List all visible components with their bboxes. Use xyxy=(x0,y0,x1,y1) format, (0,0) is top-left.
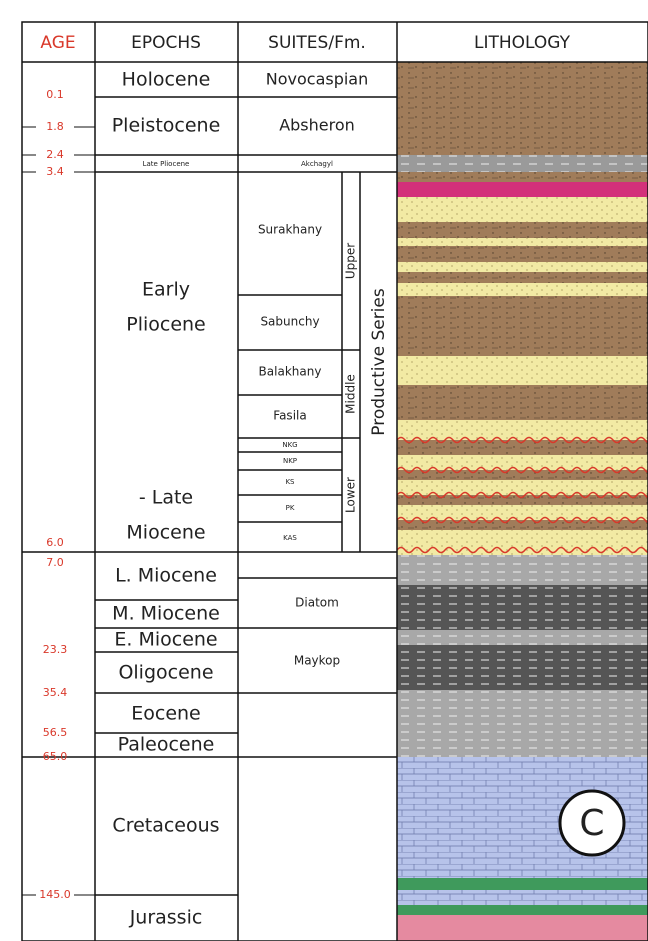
suite-label: Fasila xyxy=(273,409,306,423)
age-label: 6.0 xyxy=(46,536,64,549)
stratigraphic-column: AGE EPOCHS SUITES/Fm. LITHOLOGY 0.1 1.8 2.… xyxy=(0,0,648,941)
lithology-layer xyxy=(397,878,648,890)
lithology-texture xyxy=(397,385,648,420)
suite-label: Surakhany xyxy=(258,223,322,237)
age-label: 145.0 xyxy=(39,888,71,901)
lithology-layer xyxy=(397,915,648,941)
lithology-texture xyxy=(397,283,648,296)
epoch-label: M. Miocene xyxy=(112,603,220,625)
suite-label: Akchagyl xyxy=(301,160,333,168)
lithology-texture xyxy=(397,197,648,222)
epoch-label: Paleocene xyxy=(118,734,215,756)
suite-label: Novocaspian xyxy=(266,70,369,89)
epoch-label: Pleistocene xyxy=(112,115,221,137)
header-suites: SUITES/Fm. xyxy=(268,33,366,53)
lithology-texture xyxy=(397,296,648,356)
lithology-texture xyxy=(397,645,648,690)
suite-label: KS xyxy=(285,478,295,486)
epoch-label: Miocene xyxy=(126,522,205,544)
epoch-label: - Late xyxy=(139,487,193,509)
lithology-texture xyxy=(397,262,648,272)
epoch-label: Holocene xyxy=(122,69,211,91)
epoch-label: Jurassic xyxy=(129,907,203,929)
epoch-label: L. Miocene xyxy=(115,565,217,587)
header-epochs: EPOCHS xyxy=(131,33,201,53)
lithology-texture xyxy=(397,222,648,238)
age-label: 65.0 xyxy=(43,750,68,763)
lithology-texture xyxy=(397,62,648,155)
lithology-texture xyxy=(397,356,648,385)
age-label: 2.4 xyxy=(46,148,64,161)
lithology-texture xyxy=(397,272,648,283)
suite-label: Sabunchy xyxy=(260,315,319,329)
header-age: AGE xyxy=(40,33,75,53)
epoch-label: Oligocene xyxy=(118,662,213,684)
suite-label: PK xyxy=(286,504,295,512)
age-label: 1.8 xyxy=(46,120,64,133)
lithology-layer xyxy=(397,182,648,197)
lithology-texture xyxy=(397,172,648,182)
lithology-layer xyxy=(397,905,648,915)
lithology-texture xyxy=(397,585,648,630)
suite-label: Absheron xyxy=(279,116,355,135)
member-label: Upper xyxy=(344,243,358,279)
header: AGE EPOCHS SUITES/Fm. LITHOLOGY xyxy=(40,33,570,53)
member-label: Lower xyxy=(344,477,358,513)
lithology-texture xyxy=(397,246,648,262)
age-label: 56.5 xyxy=(43,726,68,739)
member-label: Middle xyxy=(344,374,358,414)
age-label: 35.4 xyxy=(43,686,68,699)
suite-label: NKG xyxy=(282,441,297,449)
header-lithology: LITHOLOGY xyxy=(474,33,571,53)
suite-label: Maykop xyxy=(294,654,340,668)
age-label: 23.3 xyxy=(43,643,68,656)
lithology-texture xyxy=(397,690,648,757)
suite-label: NKP xyxy=(283,457,297,465)
lithology-texture xyxy=(397,155,648,172)
epoch-label: Late Pliocene xyxy=(143,160,190,168)
epoch-label: Pliocene xyxy=(126,314,206,336)
panel-label: C xyxy=(579,803,604,844)
suite-label: KAS xyxy=(283,534,297,542)
epoch-label: Eocene xyxy=(131,703,201,725)
lithology-texture xyxy=(397,890,648,905)
suite-label: Balakhany xyxy=(259,365,322,379)
lithology-texture xyxy=(397,555,648,585)
age-label: 3.4 xyxy=(46,165,64,178)
epoch-label: Cretaceous xyxy=(112,815,219,837)
suite-label: Diatom xyxy=(295,596,339,610)
age-label: 7.0 xyxy=(46,556,64,569)
lithology-texture xyxy=(397,238,648,246)
lithology-texture xyxy=(397,530,648,555)
epoch-label: E. Miocene xyxy=(114,629,217,651)
epoch-label: Early xyxy=(142,279,190,301)
age-label: 0.1 xyxy=(46,88,64,101)
lithology-texture xyxy=(397,630,648,645)
series-label: Productive Series xyxy=(369,288,389,436)
